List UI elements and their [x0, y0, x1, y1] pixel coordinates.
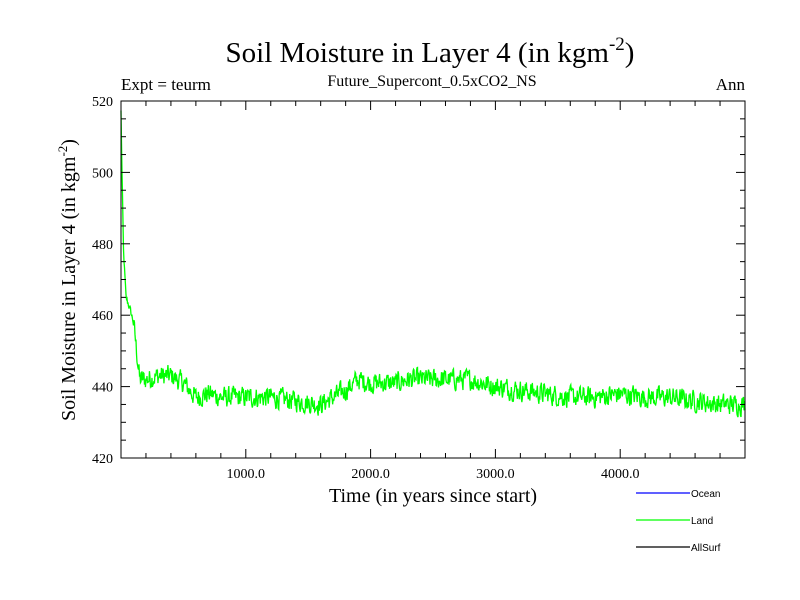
x-tick-label: 1000.0 [227, 467, 266, 482]
period-label: Ann [716, 75, 746, 94]
y-tick-label: 440 [92, 381, 113, 396]
plot-frame [120, 100, 746, 459]
axis-ticks [121, 101, 745, 458]
legend-label-land: Land [691, 516, 713, 527]
y-tick-label: 500 [92, 166, 113, 181]
legend-label-ocean: Ocean [691, 489, 720, 500]
experiment-label: Expt = teurm [121, 75, 211, 94]
y-axis-label: Soil Moisture in Layer 4 (in kgm-2) [55, 139, 80, 421]
x-tick-label: 2000.0 [351, 467, 390, 482]
x-axis-label: Time (in years since start) [329, 485, 537, 507]
tick-labels: 1000.0 2000.0 3000.0 4000.0 420 440 460 480 500 5… [92, 95, 639, 482]
series-line-land [120, 110, 746, 418]
x-tick-label: 4000.0 [601, 467, 640, 482]
y-tick-label: 520 [92, 95, 113, 110]
chart-subtitle: Future_Supercont_0.5xCO2_NS [327, 73, 536, 90]
chart-title: Soil Moisture in Layer 4 (in kgm-2) [226, 34, 635, 69]
legend-label-allsurf: AllSurf [691, 543, 721, 554]
y-tick-label: 480 [92, 238, 113, 253]
legend: Ocean Land AllSurf [636, 489, 721, 554]
x-tick-label: 3000.0 [476, 467, 515, 482]
y-tick-label: 420 [92, 452, 113, 467]
y-tick-label: 460 [92, 309, 113, 324]
plot-area [120, 110, 746, 418]
